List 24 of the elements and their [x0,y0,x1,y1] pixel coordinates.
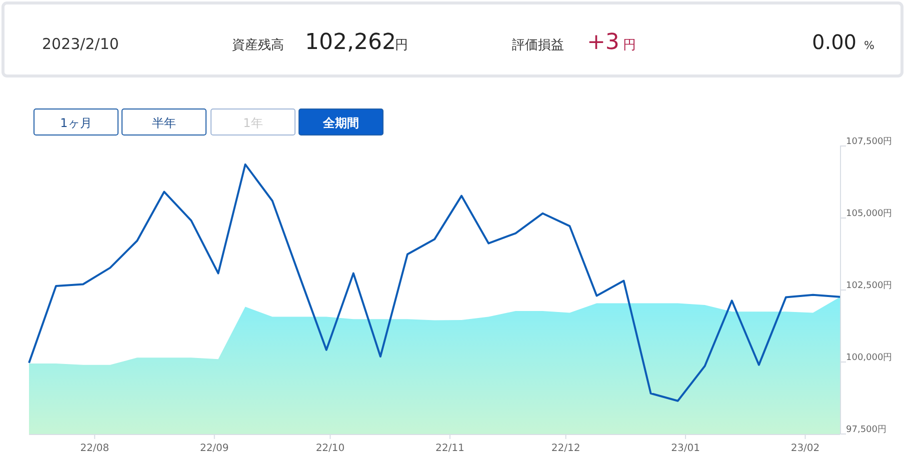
text: 円 [395,38,408,53]
x-tick-label: 22/12 [551,443,580,454]
text: 半年 [152,116,176,130]
text: 0.00 [812,30,857,54]
x-tick-label: 23/02 [790,443,820,454]
x-tick-label: 22/09 [200,443,229,454]
x-tick-label: 22/10 [316,443,345,454]
text: +3 [587,30,620,55]
y-tick-label: 102,500円 [846,281,892,291]
text: 2023/2/10 [42,35,119,53]
text: 評価損益 [512,38,564,53]
text: 102,262 [305,30,396,55]
y-tick-label: 97,500円 [846,425,886,435]
text: 1ヶ月 [60,116,92,130]
text: 円 [623,38,636,53]
y-tick-label: 107,500円 [846,137,892,147]
y-tick-label: 105,000円 [846,209,892,219]
x-tick-label: 22/11 [436,443,464,454]
x-tick-label: 22/08 [80,443,110,454]
x-tick-label: 23/01 [671,443,700,454]
text: 全期間 [322,116,359,130]
text: % [864,39,874,52]
text: 資産残高 [232,37,284,53]
y-tick-label: 100,000円 [846,353,892,363]
